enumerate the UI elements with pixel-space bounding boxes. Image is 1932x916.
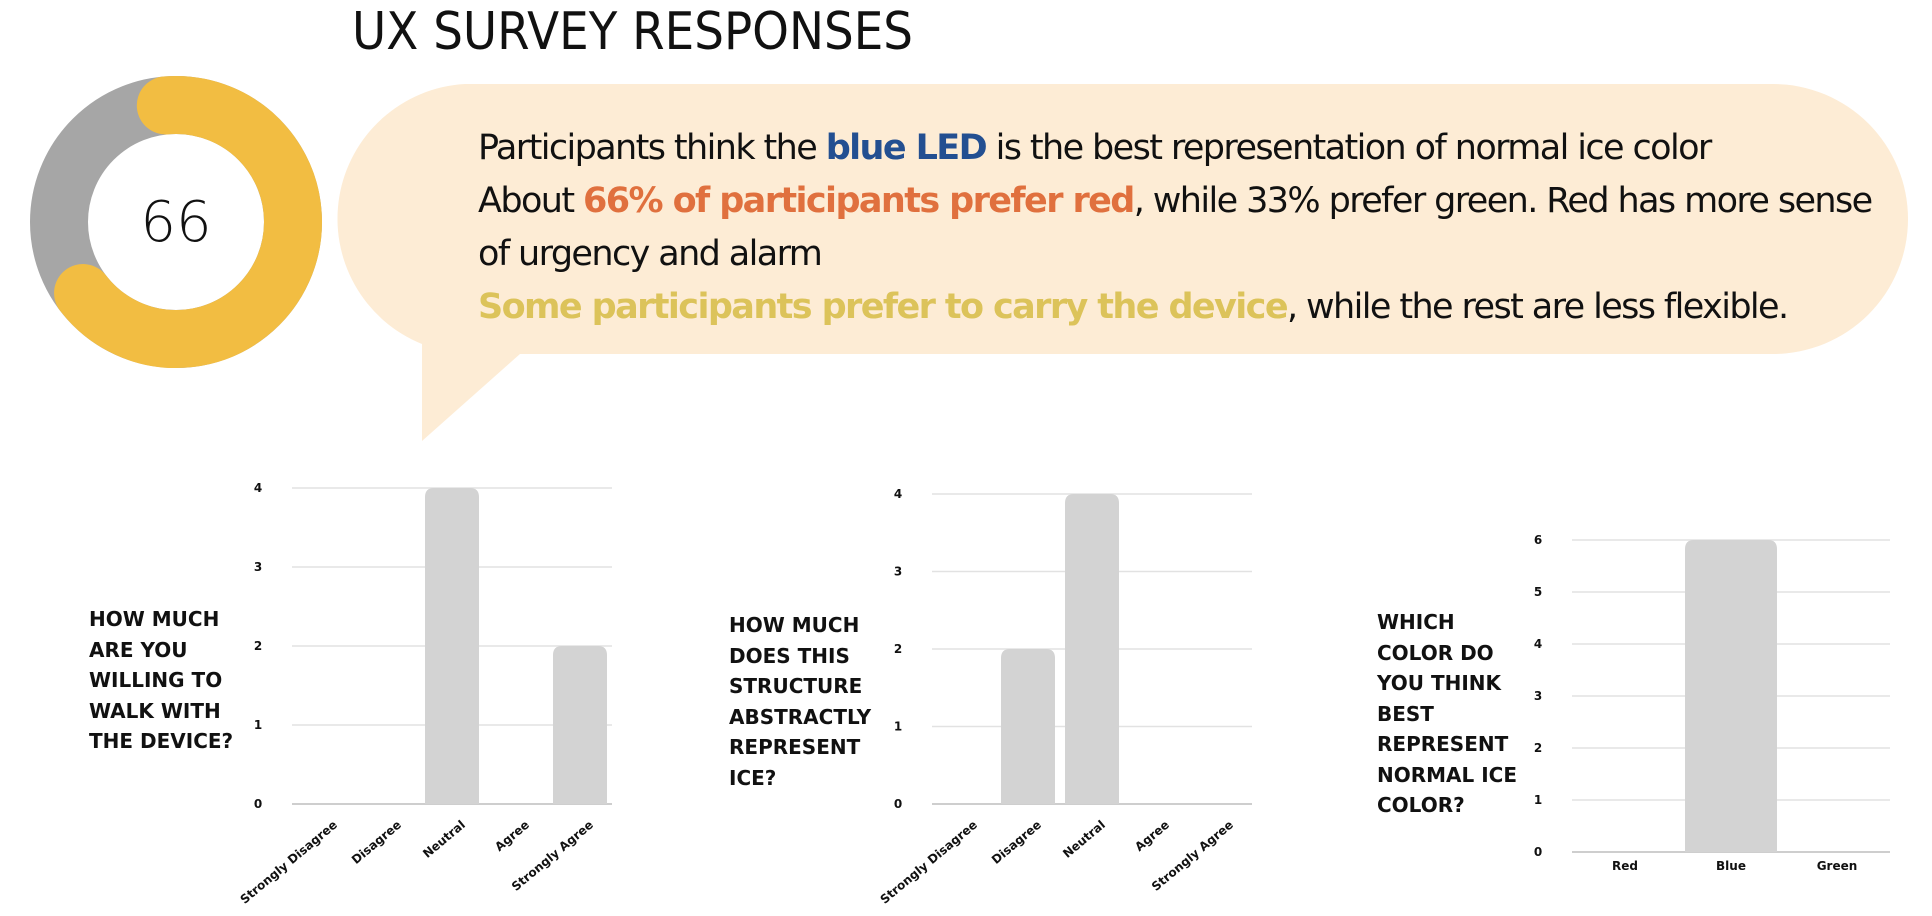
x-tick-label: Blue bbox=[1716, 859, 1746, 873]
speech-bubble bbox=[337, 84, 1908, 441]
y-tick-label: 4 bbox=[1534, 637, 1542, 651]
chart-1-question-line: THE DEVICE? bbox=[89, 729, 234, 753]
y-tick-label: 3 bbox=[894, 565, 902, 579]
chart-3-question: WHICH COLOR DO YOU THINK BEST REPRESENT NORMA… bbox=[1377, 607, 1517, 821]
chart-2-question-line: ABSTRACTLY bbox=[729, 704, 872, 729]
chart-3-question-line: REPRESENT bbox=[1377, 732, 1509, 756]
x-tick-label: Agree bbox=[492, 818, 532, 854]
chart-3-question-line: WHICH bbox=[1377, 610, 1455, 634]
chart-3-ice-color: 0 1 2 3 4 5 6 Red Blue Green bbox=[1534, 533, 1890, 873]
insight-line-1: Participants think the blue LED is the b… bbox=[478, 122, 1898, 175]
y-tick-label: 2 bbox=[894, 642, 902, 656]
x-tick-label: Green bbox=[1817, 859, 1858, 873]
chart-3-question-line: COLOR DO bbox=[1377, 640, 1494, 665]
y-tick-label: 2 bbox=[254, 639, 262, 653]
chart-2-question-line: DOES THIS bbox=[729, 643, 850, 668]
insight-line-3: Some participants prefer to carry the de… bbox=[478, 281, 1898, 334]
chart-1-question-line: WILLING TO bbox=[89, 668, 223, 692]
chart-1-question-line: HOW MUCH bbox=[89, 607, 220, 631]
bar-neutral bbox=[1065, 494, 1119, 804]
insight-3-post: , while the rest are less flexible. bbox=[1286, 287, 1789, 327]
y-tick-label: 1 bbox=[1534, 793, 1542, 807]
insight-1-pre: Participants think the bbox=[478, 128, 826, 168]
chart-1-walk-willingness: 0 1 2 3 4 Strongly Disagree Disagree Neutral Agr… bbox=[238, 481, 612, 907]
insight-line-2: About 66% of participants prefer red, wh… bbox=[478, 175, 1898, 281]
y-tick-label: 0 bbox=[1534, 845, 1542, 859]
insight-2-pre: About bbox=[478, 181, 584, 221]
insight-3-highlight: Some participants prefer to carry the de… bbox=[478, 287, 1289, 327]
x-tick-label: Strongly Disagree bbox=[238, 818, 340, 907]
chart-1-question: HOW MUCH ARE YOU WILLING TO WALK WITH THE DE… bbox=[89, 604, 233, 757]
insight-2-post: , while 33% prefer green. Red has more s… bbox=[478, 181, 1873, 274]
page-title: UX SURVEY RESPONSES bbox=[352, 2, 914, 62]
insight-2-highlight: 66% of participants prefer red bbox=[583, 181, 1135, 221]
chart-2-question-line: ICE? bbox=[729, 765, 777, 790]
chart-2-ice-representation: 0 1 2 3 4 Strongly Disagree Disagree Neutral Agr… bbox=[878, 487, 1252, 907]
y-tick-label: 1 bbox=[894, 720, 902, 734]
y-tick-label: 3 bbox=[1534, 689, 1542, 703]
chart-3-question-line: YOU THINK bbox=[1377, 671, 1502, 695]
chart-2-question-line: REPRESENT bbox=[729, 735, 861, 759]
insights-text: Participants think the blue LED is the b… bbox=[478, 122, 1898, 334]
x-tick-label: Neutral bbox=[420, 818, 468, 861]
y-tick-label: 0 bbox=[254, 797, 262, 811]
insight-1-highlight: blue LED bbox=[825, 128, 988, 168]
y-tick-label: 2 bbox=[1534, 741, 1542, 755]
y-tick-label: 3 bbox=[254, 560, 262, 574]
donut-chart bbox=[30, 76, 322, 368]
donut-fill bbox=[54, 76, 322, 368]
bar-neutral bbox=[425, 488, 479, 804]
y-tick-label: 5 bbox=[1534, 585, 1542, 599]
x-tick-label: Red bbox=[1612, 859, 1638, 873]
y-tick-label: 4 bbox=[254, 481, 262, 495]
chart-2-question-line: HOW MUCH bbox=[729, 613, 860, 637]
chart-3-question-line: COLOR? bbox=[1377, 793, 1465, 817]
x-tick-label: Neutral bbox=[1060, 818, 1108, 861]
x-tick-label: Agree bbox=[1132, 818, 1172, 854]
bar-disagree bbox=[1001, 649, 1055, 804]
chart-2-question-line: STRUCTURE bbox=[729, 674, 863, 698]
y-tick-label: 1 bbox=[254, 718, 262, 732]
y-tick-label: 0 bbox=[894, 797, 902, 811]
x-tick-label: Strongly Disagree bbox=[878, 818, 980, 907]
y-tick-label: 4 bbox=[894, 487, 902, 501]
y-tick-label: 6 bbox=[1534, 533, 1542, 547]
chart-3-question-line: NORMAL ICE bbox=[1377, 762, 1518, 787]
x-tick-label: Disagree bbox=[989, 818, 1044, 867]
donut-value: 66 bbox=[140, 189, 212, 255]
chart-1-question-line: ARE YOU bbox=[89, 637, 188, 662]
bar-blue bbox=[1685, 540, 1777, 852]
chart-1-question-line: WALK WITH bbox=[89, 698, 221, 723]
chart-3-question-line: BEST bbox=[1377, 701, 1434, 726]
x-tick-label: Disagree bbox=[349, 818, 404, 867]
chart-2-question: HOW MUCH DOES THIS STRUCTURE ABSTRACTLY REPR… bbox=[729, 610, 871, 793]
bar-strongly-agree bbox=[553, 646, 607, 804]
insight-1-post: is the best representation of normal ice… bbox=[986, 128, 1713, 168]
